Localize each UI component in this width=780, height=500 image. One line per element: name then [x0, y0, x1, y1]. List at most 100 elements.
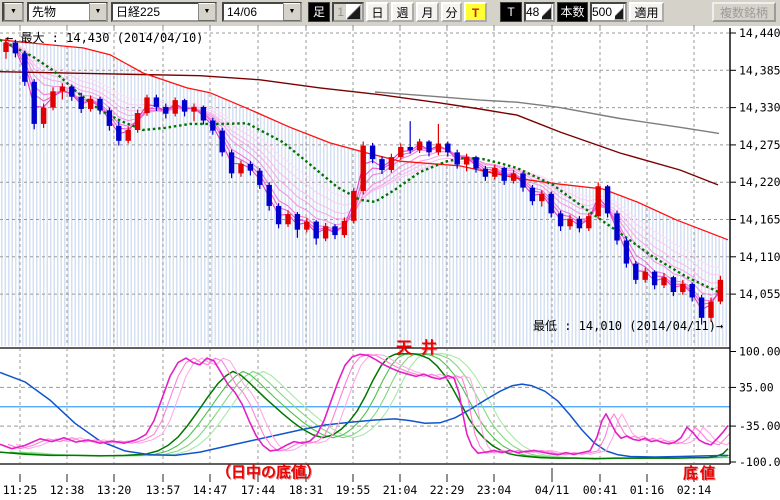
- candle-body: [332, 226, 338, 236]
- candle-body: [134, 113, 141, 130]
- candle-body: [661, 277, 667, 286]
- chevron-down-icon[interactable]: ▼: [89, 3, 106, 21]
- x-axis-label: 02:14: [677, 483, 712, 497]
- candle-body: [492, 167, 498, 177]
- x-axis-label: 12:38: [50, 483, 85, 497]
- symbol-select[interactable]: 日経225 ▼: [111, 2, 217, 22]
- candle-body: [304, 221, 310, 230]
- x-axis-label: 13:20: [97, 483, 132, 497]
- chevron-down-icon[interactable]: ▼: [283, 3, 300, 21]
- x-axis-label: 00:41: [583, 483, 618, 497]
- bar-count-label: 本数: [557, 2, 588, 22]
- candle-body: [40, 107, 47, 124]
- x-axis-label: 14:47: [193, 483, 228, 497]
- contract-month-select[interactable]: 14/06 ▼: [222, 2, 302, 22]
- candle-body: [228, 152, 235, 174]
- candle-body: [369, 145, 376, 160]
- multi-symbol-button[interactable]: 複数銘柄: [712, 2, 776, 22]
- candle-body: [116, 125, 122, 141]
- candle-body: [78, 96, 84, 109]
- candle-body: [567, 218, 573, 227]
- candle-body: [210, 120, 216, 131]
- candle-body: [153, 97, 160, 107]
- chart-options-dropdown[interactable]: ▼: [2, 2, 24, 22]
- candle-body: [651, 271, 658, 286]
- instrument-type-select[interactable]: 先物 ▼: [27, 2, 108, 22]
- candle-body: [595, 186, 601, 217]
- candle-body: [454, 152, 460, 165]
- candle-body: [313, 221, 319, 239]
- candle-body: [3, 42, 9, 52]
- candle-body: [416, 141, 423, 151]
- candle-body: [586, 216, 592, 229]
- candle-body: [445, 143, 451, 153]
- candle-body: [407, 146, 413, 151]
- y-axis-label: 14,440: [739, 26, 780, 40]
- candle-body: [670, 277, 677, 293]
- candle-body: [22, 53, 28, 82]
- bar-interval-value: 1: [337, 5, 344, 19]
- x-axis-label: 17:44: [241, 483, 276, 497]
- bar-count-spinner[interactable]: 500: [590, 2, 627, 22]
- candle-body: [219, 130, 225, 153]
- ma-red: [0, 39, 729, 241]
- x-axis-label: 23:04: [477, 483, 512, 497]
- bottom-annotation: 底値: [683, 465, 718, 482]
- contract-month-value: 14/06: [227, 5, 258, 19]
- tick-count-value: 48: [526, 5, 540, 19]
- tick-count-spinner[interactable]: 48: [524, 2, 555, 22]
- candle-body: [717, 279, 724, 302]
- candle-body: [698, 297, 705, 318]
- candle-body: [322, 226, 329, 239]
- x-axis-label: 22:29: [430, 483, 465, 497]
- chevron-down-icon[interactable]: ▼: [198, 3, 215, 21]
- candle-body: [689, 283, 695, 298]
- candle-body: [257, 170, 263, 185]
- y-axis-label: 35.00: [739, 380, 774, 394]
- candle-body: [266, 184, 272, 206]
- y-axis-label: 14,220: [739, 175, 780, 189]
- period-week-button[interactable]: 週: [391, 2, 414, 22]
- candle-body: [520, 173, 526, 188]
- candle-body: [614, 213, 620, 241]
- candle-body: [200, 106, 207, 121]
- candle-body: [360, 145, 366, 192]
- period-minute-button[interactable]: 分: [441, 2, 462, 22]
- candle-body: [191, 106, 197, 112]
- toolbar: ▼ 先物 ▼ 日経225 ▼ 14/06 ▼ 足 1 日 週 月 分 T T 4…: [0, 0, 780, 26]
- max-price-annotation: ← 最大 : 14,430 (2014/04/10): [6, 31, 204, 45]
- candle-body: [463, 157, 470, 165]
- candle-body: [31, 81, 37, 124]
- bar-interval-spinner[interactable]: 1: [332, 2, 364, 22]
- candle-body: [144, 97, 150, 114]
- apply-button[interactable]: 適用: [629, 2, 664, 22]
- x-axis-label: 01:16: [630, 483, 665, 497]
- candle-body: [473, 157, 479, 169]
- bar-count-value: 500: [592, 5, 613, 19]
- period-month-button[interactable]: 月: [416, 2, 439, 22]
- period-tick-button[interactable]: T: [464, 2, 487, 22]
- candle-body: [285, 214, 291, 225]
- y-axis-label: 14,330: [739, 101, 780, 115]
- spinner-icon[interactable]: [614, 4, 624, 20]
- candle-body: [106, 110, 113, 126]
- candle-body: [247, 163, 254, 171]
- instrument-type-value: 先物: [32, 5, 57, 19]
- candle-body: [12, 42, 19, 54]
- rci-blue: [0, 371, 729, 458]
- y-axis-label: -35.00: [739, 419, 780, 433]
- price-panel: [0, 28, 730, 346]
- y-axis-label: 14,055: [739, 287, 780, 301]
- x-axis-label: 04/11: [535, 483, 570, 497]
- candle-body: [482, 168, 489, 177]
- candle-body: [163, 106, 169, 114]
- spinner-icon[interactable]: [541, 4, 552, 20]
- candle-body: [238, 163, 244, 174]
- spinner-icon[interactable]: [346, 4, 361, 20]
- period-day-button[interactable]: 日: [366, 2, 389, 22]
- candle-body: [181, 100, 188, 112]
- chevron-down-icon[interactable]: ▼: [4, 3, 22, 21]
- candle-body: [69, 86, 75, 97]
- candle-body: [426, 141, 432, 153]
